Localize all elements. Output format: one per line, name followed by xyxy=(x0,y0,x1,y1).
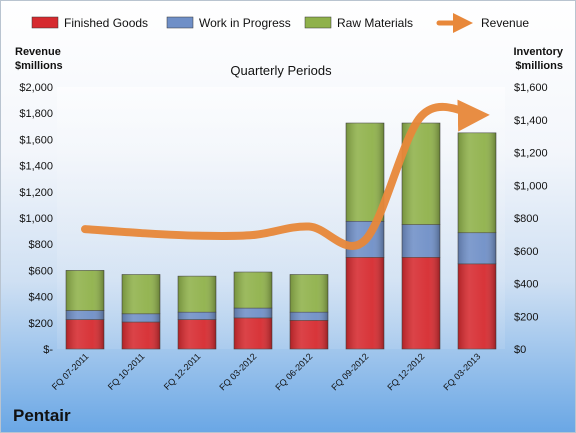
legend-label-work-in-progress: Work in Progress xyxy=(199,16,291,30)
bar-shade-raw-materials xyxy=(178,276,216,313)
legend: Finished Goods Work in Progress Raw Materi… xyxy=(31,13,529,33)
revenue-line xyxy=(81,99,490,250)
bar-shade-finished-goods xyxy=(234,317,272,349)
legend-label-finished-goods: Finished Goods xyxy=(64,16,148,30)
brand-label: Pentair xyxy=(13,406,71,425)
revenue-line-layer xyxy=(81,99,490,250)
right-tick-label: $1,600 xyxy=(514,82,548,94)
bar-shade-raw-materials xyxy=(346,123,384,222)
right-tick-label: $1,000 xyxy=(514,180,548,192)
bar-shade-finished-goods xyxy=(346,257,384,349)
left-tick-label: $800 xyxy=(29,239,53,251)
bar-shade-work-in-progress xyxy=(234,308,272,318)
legend-label-revenue: Revenue xyxy=(481,16,529,30)
bar-shade-work-in-progress xyxy=(402,224,440,258)
left-tick-label: $1,800 xyxy=(19,108,53,120)
bar-shade-finished-goods xyxy=(402,257,440,349)
legend-swatch-finished-goods xyxy=(31,16,59,29)
legend-item-finished-goods: Finished Goods xyxy=(31,16,148,30)
legend-item-work-in-progress: Work in Progress xyxy=(166,16,291,30)
left-tick-label: $1,600 xyxy=(19,134,53,146)
bar-shade-work-in-progress xyxy=(178,312,216,320)
bar-shade-raw-materials xyxy=(234,272,272,309)
left-axis: $- $200 $400 $600 $800 $1,000 $1,200 $1,400 $1,6… xyxy=(19,82,53,356)
bar-shade-work-in-progress xyxy=(66,310,104,320)
x-tick-label: FQ 12-2012 xyxy=(385,351,426,392)
right-tick-label: $1,200 xyxy=(514,148,548,160)
left-tick-label: $600 xyxy=(29,265,53,277)
right-tick-label: $400 xyxy=(514,279,538,291)
bar-shade-work-in-progress xyxy=(290,312,328,321)
left-axis-title-line-2: $millions xyxy=(15,60,63,72)
bar-shade-raw-materials xyxy=(458,132,496,233)
right-axis-title-line-1: Inventory xyxy=(513,46,563,58)
right-tick-label: $200 xyxy=(514,311,538,323)
right-axis-title-line-2: $millions xyxy=(515,60,563,72)
left-tick-label: $400 xyxy=(29,292,53,304)
x-tick-label: FQ 06-2012 xyxy=(273,351,314,392)
legend-label-raw-materials: Raw Materials xyxy=(337,16,413,30)
bars xyxy=(65,122,497,350)
legend-swatch-raw-materials xyxy=(304,16,332,29)
legend-item-raw-materials: Raw Materials xyxy=(304,16,413,30)
bar-shade-finished-goods xyxy=(122,321,160,349)
x-tick-label: FQ 07-2011 xyxy=(50,351,91,392)
x-tick-label: FQ 03-2013 xyxy=(441,351,482,392)
bar-shade-raw-materials xyxy=(66,270,104,311)
bar-shade-raw-materials xyxy=(122,274,160,314)
right-tick-label: $0 xyxy=(514,344,526,356)
left-tick-label: $- xyxy=(43,344,53,356)
legend-swatch-work-in-progress xyxy=(166,16,194,29)
bar-shade-finished-goods xyxy=(290,320,328,349)
right-tick-label: $600 xyxy=(514,246,538,258)
bar-shade-work-in-progress xyxy=(458,232,496,264)
x-axis: FQ 07-2011 FQ 10-2011 FQ 12-2011 FQ 03-2012… xyxy=(50,351,483,392)
right-tick-label: $1,400 xyxy=(514,115,548,127)
x-tick-label: FQ 12-2011 xyxy=(162,351,203,392)
left-tick-label: $200 xyxy=(29,318,53,330)
legend-item-revenue: Revenue xyxy=(436,13,529,33)
axis-titles: Revenue $millions Inventory $millions xyxy=(15,46,564,72)
x-tick-label: FQ 10-2011 xyxy=(106,351,147,392)
left-tick-label: $2,000 xyxy=(19,82,53,94)
bar-shade-finished-goods xyxy=(66,319,104,349)
bar-shade-work-in-progress xyxy=(122,313,160,322)
bar-shade-finished-goods xyxy=(178,319,216,349)
x-tick-label: FQ 03-2012 xyxy=(217,351,258,392)
bar-shade-finished-goods xyxy=(458,263,496,349)
x-tick-label: FQ 09-2012 xyxy=(329,351,370,392)
chart-subtitle: Quarterly Periods xyxy=(230,63,332,78)
left-tick-label: $1,400 xyxy=(19,161,53,173)
right-tick-label: $800 xyxy=(514,213,538,225)
right-axis: $0 $200 $400 $600 $800 $1,000 $1,200 $1,400 $1,6… xyxy=(514,82,548,356)
left-axis-title-line-1: Revenue xyxy=(15,46,61,58)
bar-shade-raw-materials xyxy=(290,274,328,313)
left-tick-label: $1,000 xyxy=(19,213,53,225)
left-tick-label: $1,200 xyxy=(19,187,53,199)
